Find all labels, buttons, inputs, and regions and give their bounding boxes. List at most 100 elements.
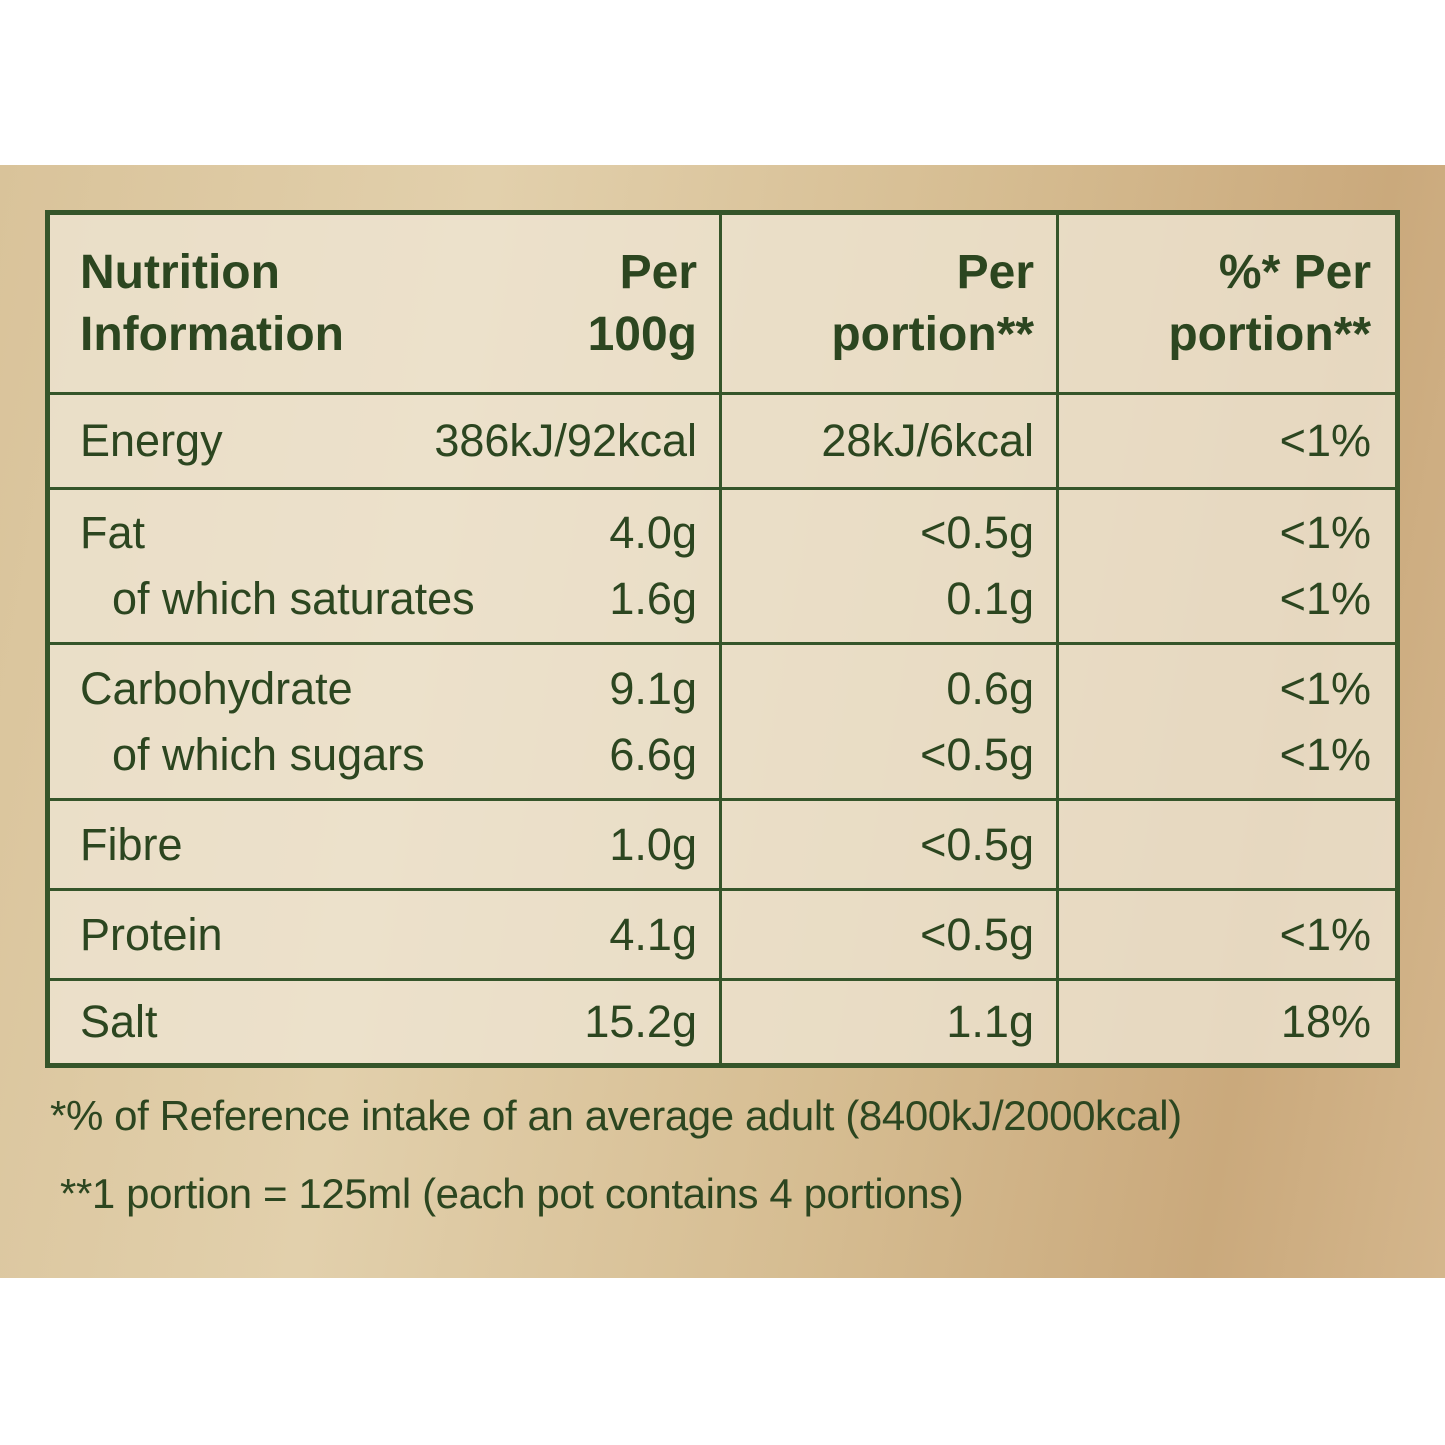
per-portion: <0.5g	[920, 507, 1034, 558]
per-portion: <0.5g	[920, 728, 1034, 780]
header-line: Nutrition Per	[80, 242, 697, 304]
table-row: Protein 4.1g <0.5g <1%	[50, 888, 1395, 978]
cell: <1%	[1059, 891, 1395, 978]
table-row: Energy 386kJ/92kcal 28kJ/6kcal <1%	[50, 392, 1395, 487]
cell: 1.1g	[722, 981, 1059, 1063]
row-line: of which sugars 6.6g	[80, 722, 697, 788]
row-line: <1%	[1083, 656, 1371, 722]
row-line: Salt 15.2g	[80, 989, 697, 1055]
per-100g: 15.2g	[584, 996, 697, 1047]
nutrient-label: Fat	[80, 507, 146, 558]
cell	[1059, 801, 1395, 888]
row-line: 0.6g	[744, 656, 1034, 722]
row-line: 28kJ/6kcal	[744, 408, 1034, 474]
nutrient-label: Protein	[80, 908, 223, 960]
row-line: <0.5g	[744, 902, 1034, 968]
nutrient-label: of which saturates	[112, 573, 475, 624]
per-portion: 0.6g	[946, 662, 1034, 714]
table-row: Fat 4.0g of which saturates 1.6g <0.5g 0.1g <1…	[50, 487, 1395, 642]
header-line: portion**	[744, 304, 1034, 366]
cell: <1% <1%	[1059, 645, 1395, 798]
row-line: of which saturates 1.6g	[80, 566, 697, 632]
row-line: <1%	[1083, 902, 1371, 968]
percent-ri: <1%	[1279, 662, 1371, 714]
header-text: portion**	[831, 307, 1034, 361]
per-100g: 386kJ/92kcal	[434, 415, 697, 466]
cell: Salt 15.2g	[50, 981, 722, 1063]
row-line	[1083, 812, 1371, 878]
header-text: 100g	[587, 307, 697, 361]
nutrient-label: of which sugars	[112, 728, 425, 780]
header-cell: %* Per portion**	[1059, 215, 1395, 392]
per-100g: 4.0g	[609, 507, 697, 558]
per-portion: 1.1g	[946, 996, 1034, 1047]
table-row: Carbohydrate 9.1g of which sugars 6.6g 0.6g <…	[50, 642, 1395, 798]
header-text: Per	[956, 245, 1034, 299]
row-line: 0.1g	[744, 566, 1034, 632]
percent-ri: 18%	[1280, 996, 1371, 1047]
per-100g: 9.1g	[609, 662, 697, 714]
nutrient-label: Energy	[80, 415, 223, 466]
percent-ri: <1%	[1279, 507, 1371, 558]
header-text: Nutrition	[80, 245, 280, 299]
percent-ri: <1%	[1279, 573, 1371, 624]
row-line: <1%	[1083, 500, 1371, 566]
percent-ri: <1%	[1279, 728, 1371, 780]
row-line: Energy 386kJ/92kcal	[80, 408, 697, 474]
header-line: Per	[744, 242, 1034, 304]
row-line: Fat 4.0g	[80, 500, 697, 566]
nutrient-label: Carbohydrate	[80, 662, 353, 714]
header-text: %* Per	[1218, 245, 1371, 299]
table-row: Salt 15.2g 1.1g 18%	[50, 978, 1395, 1063]
per-100g: 1.0g	[609, 818, 697, 870]
header-text: portion**	[1168, 307, 1371, 361]
row-line: Carbohydrate 9.1g	[80, 656, 697, 722]
cell: <0.5g	[722, 891, 1059, 978]
per-portion: <0.5g	[920, 818, 1034, 870]
per-100g: 6.6g	[609, 728, 697, 780]
cell: 18%	[1059, 981, 1395, 1063]
cell: Fat 4.0g of which saturates 1.6g	[50, 490, 722, 642]
cell: 0.6g <0.5g	[722, 645, 1059, 798]
row-line: <0.5g	[744, 500, 1034, 566]
footnote: **1 portion = 125ml (each pot contains 4…	[60, 1170, 964, 1217]
header-cell: Nutrition Per Information 100g	[50, 215, 722, 392]
per-portion: 0.1g	[946, 573, 1034, 624]
row-line: Protein 4.1g	[80, 902, 697, 968]
per-portion: 28kJ/6kcal	[821, 415, 1034, 466]
row-line: 18%	[1083, 989, 1371, 1055]
cell: <1% <1%	[1059, 490, 1395, 642]
nutrient-label: Salt	[80, 996, 158, 1047]
row-line: 1.1g	[744, 989, 1034, 1055]
cell: <1%	[1059, 395, 1395, 487]
nutrient-label: Fibre	[80, 818, 183, 870]
header-cell: Per portion**	[722, 215, 1059, 392]
row-line: <0.5g	[744, 722, 1034, 788]
cell: Protein 4.1g	[50, 891, 722, 978]
per-portion: <0.5g	[920, 908, 1034, 960]
cell: <0.5g	[722, 801, 1059, 888]
cell: Energy 386kJ/92kcal	[50, 395, 722, 487]
per-100g: 4.1g	[609, 908, 697, 960]
percent-ri: <1%	[1279, 908, 1371, 960]
footnote: *% of Reference intake of an average adu…	[50, 1092, 1182, 1139]
row-line: <0.5g	[744, 812, 1034, 878]
row-line: <1%	[1083, 722, 1371, 788]
header-text: Information	[80, 307, 344, 361]
header-row: Nutrition Per Information 100g Per portion**%…	[50, 215, 1395, 392]
cell: Fibre 1.0g	[50, 801, 722, 888]
cell: 28kJ/6kcal	[722, 395, 1059, 487]
row-line: <1%	[1083, 408, 1371, 474]
per-100g: 1.6g	[609, 573, 697, 624]
cell: Carbohydrate 9.1g of which sugars 6.6g	[50, 645, 722, 798]
header-line: Information 100g	[80, 304, 697, 366]
header-text: Per	[619, 245, 697, 299]
header-line: %* Per	[1083, 242, 1371, 304]
cell: <0.5g 0.1g	[722, 490, 1059, 642]
nutrition-table: Nutrition Per Information 100g Per portion**%…	[45, 210, 1400, 1068]
row-line: Fibre 1.0g	[80, 812, 697, 878]
row-line: <1%	[1083, 566, 1371, 632]
header-line: portion**	[1083, 304, 1371, 366]
percent-ri: <1%	[1279, 415, 1371, 466]
